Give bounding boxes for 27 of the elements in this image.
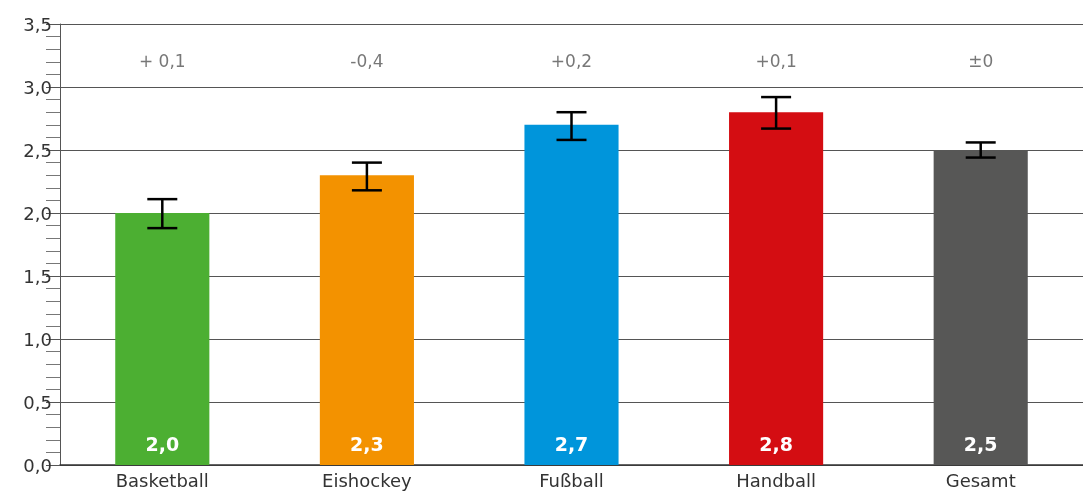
y-tick-label: 1,5: [23, 265, 52, 287]
data-label: 2,8: [759, 432, 793, 455]
annotation: +0,1: [755, 51, 797, 72]
y-tick-label: 3,5: [23, 13, 52, 35]
x-tick-label: Fußball: [539, 469, 604, 491]
data-label: 2,5: [963, 432, 998, 455]
y-tick-label: 1,0: [23, 328, 52, 350]
y-tick-label: 2,0: [23, 202, 52, 224]
data-label: 2,0: [145, 432, 180, 455]
annotation: -0,4: [350, 51, 384, 72]
annotation: +0,2: [550, 51, 593, 72]
x-tick-label: Handball: [736, 469, 817, 491]
annotation: + 0,1: [138, 51, 186, 72]
bar: [115, 213, 210, 465]
x-tick-label: Eishockey: [322, 469, 413, 491]
data-label: 2,3: [350, 432, 384, 455]
y-tick-label: 0,0: [23, 454, 52, 476]
x-tick-label: Basketball: [115, 469, 209, 491]
annotation: ±0: [968, 51, 994, 72]
bar: [319, 175, 414, 465]
y-tick-label: 0,5: [23, 391, 52, 413]
y-tick-label: 2,5: [23, 139, 52, 161]
bar: [729, 112, 824, 465]
x-tick-label: Gesamt: [945, 469, 1016, 491]
y-tick-label: 3,0: [23, 76, 52, 98]
data-label: 2,7: [554, 432, 589, 455]
bar: [524, 124, 619, 465]
